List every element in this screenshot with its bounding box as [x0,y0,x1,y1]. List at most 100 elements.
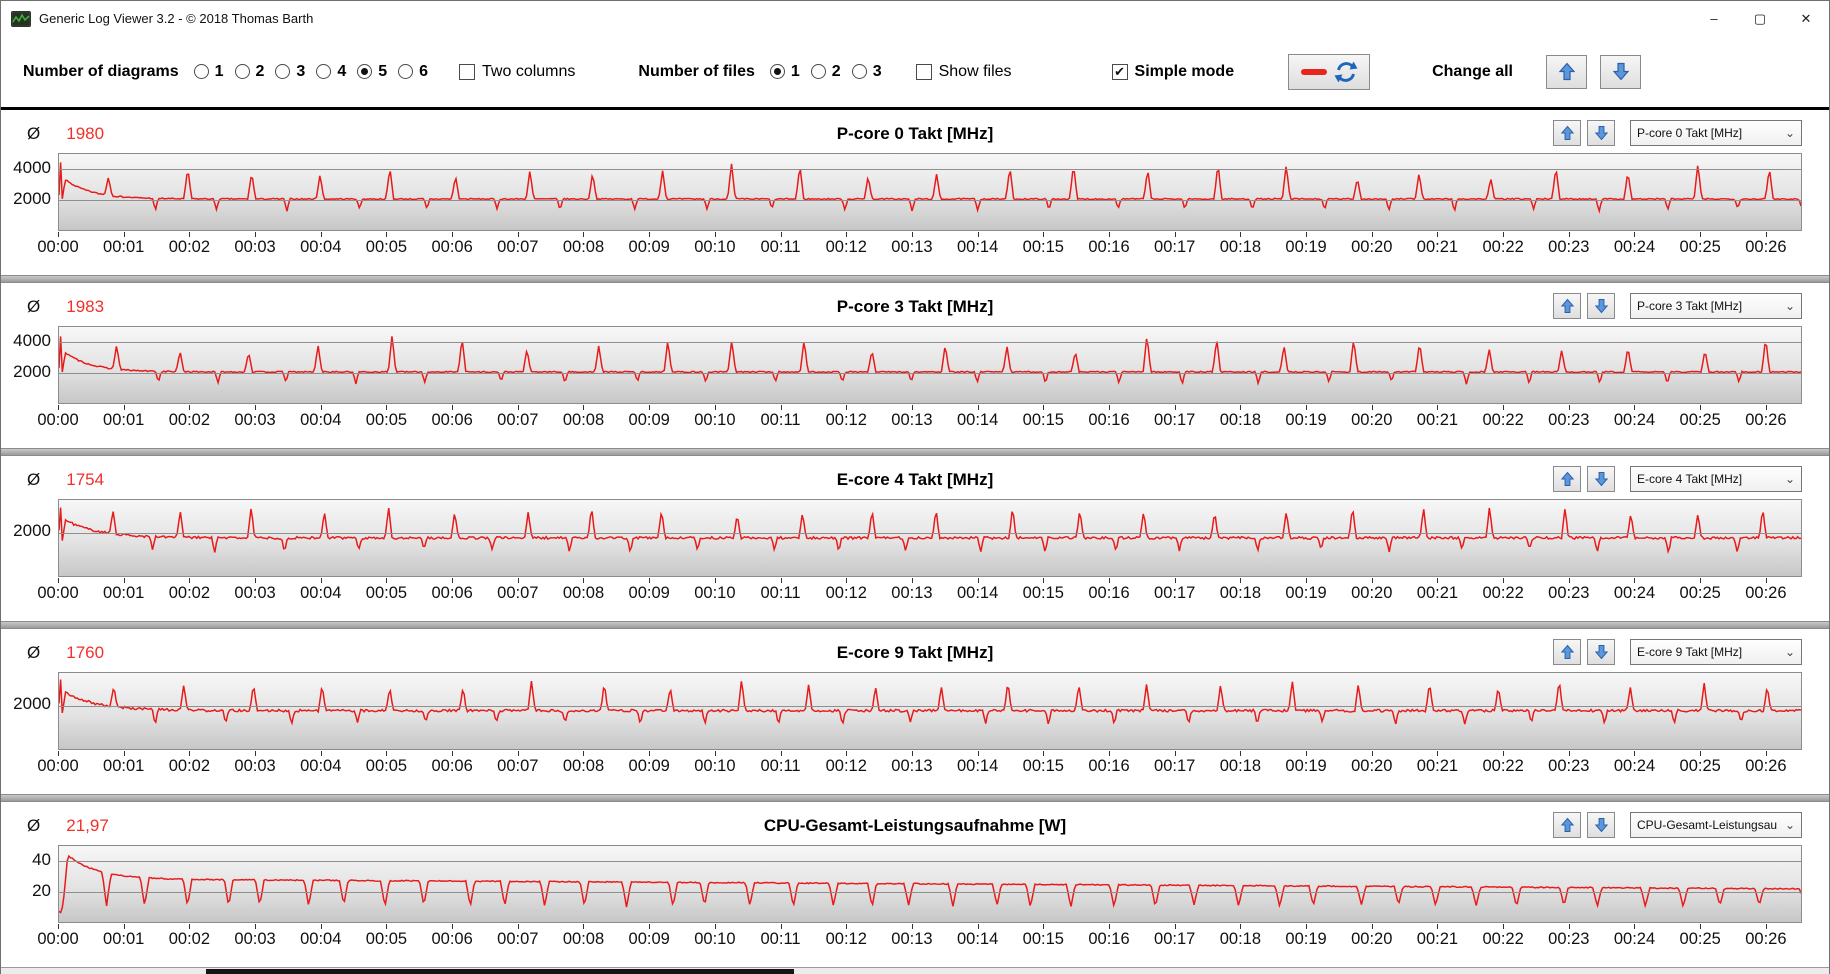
show-files-checkbox[interactable]: Show files [915,63,1012,81]
x-axis-label: 00:13 [891,584,933,602]
x-axis-label: 00:13 [891,238,933,256]
x-axis-label: 00:26 [1745,584,1787,602]
radio-icon [398,64,414,79]
panel-move-up-button[interactable] [1553,293,1581,319]
x-tick [386,232,388,237]
panel-move-up-button[interactable] [1553,466,1581,492]
x-axis-label: 00:08 [562,411,605,429]
x-tick [1174,924,1176,929]
diagram-panel-4: Ø 1760 E-core 9 Takt [MHz] E-core 9 Takt [M… [1,629,1829,794]
x-tick [58,405,59,410]
radio-diagrams-1[interactable]: 1 [193,63,224,81]
x-tick [911,924,913,929]
panel-move-up-button[interactable] [1553,639,1581,665]
panel-move-down-button[interactable] [1587,120,1615,146]
y-axis-label: 2000 [13,694,51,714]
metric-dropdown[interactable]: CPU-Gesamt-Leistungsau ⌄ [1630,812,1802,838]
x-tick [1765,232,1767,237]
metric-dropdown[interactable]: P-core 0 Takt [MHz] ⌄ [1630,120,1802,146]
average-value: 1760 [66,643,105,662]
x-axis-label: 00:10 [694,584,736,602]
dropdown-value: P-core 0 Takt [MHz] [1637,126,1743,140]
x-axis-label: 00:20 [1351,584,1393,602]
x-tick [846,751,848,756]
x-axis-label: 00:11 [760,584,801,602]
x-axis-label: 00:17 [1154,757,1196,775]
x-tick [1306,578,1308,583]
panel-move-down-button[interactable] [1587,466,1615,492]
x-tick [1503,578,1505,583]
x-tick [846,924,848,929]
gridline [59,342,1801,344]
x-axis-label: 00:09 [628,238,670,256]
x-axis-label: 00:14 [956,411,999,429]
radio-diagrams-4[interactable]: 4 [316,63,346,81]
radio-diagrams-2[interactable]: 2 [234,63,264,81]
y-axis-label: 4000 [13,157,51,177]
metric-dropdown[interactable]: P-core 3 Takt [MHz] ⌄ [1630,293,1802,319]
x-axis-label: 00:23 [1548,411,1590,429]
x-axis-label: 00:21 [1416,238,1459,256]
y-axis-label: 40 [32,849,51,869]
x-tick [452,751,454,756]
x-axis-label: 00:06 [431,930,473,948]
change-all-up-button[interactable] [1546,54,1587,89]
change-all-down-button[interactable] [1600,54,1641,89]
radio-label: 4 [337,62,347,80]
x-axis-label: 00:08 [562,757,605,775]
x-axis-label: 00:10 [694,238,736,256]
radio-diagrams-5[interactable]: 5 [357,63,387,81]
x-axis-label: 00:21 [1416,411,1459,429]
panel-move-down-button[interactable] [1587,639,1615,665]
maximize-button[interactable]: ▢ [1753,10,1767,26]
x-axis-label: 00:23 [1548,238,1590,256]
x-tick [583,924,585,929]
close-button[interactable]: ✕ [1800,10,1812,26]
radio-files-3[interactable]: 3 [851,63,882,81]
x-axis-label: 00:11 [760,930,801,948]
x-tick [386,751,388,756]
simple-mode-checkbox[interactable]: ✔ Simple mode [1111,63,1234,81]
x-axis-label: 00:08 [562,238,605,256]
radio-files-2[interactable]: 2 [810,63,841,81]
minimize-button[interactable]: – [1710,11,1718,26]
x-axis-label: 00:03 [234,584,276,602]
x-tick [386,405,388,410]
x-tick [123,751,125,756]
radio-files-1[interactable]: 1 [769,63,800,81]
x-axis-label: 00:21 [1416,757,1459,775]
x-tick [1437,405,1439,410]
x-tick [452,578,454,583]
metric-dropdown[interactable]: E-core 9 Takt [MHz] ⌄ [1630,639,1802,665]
average-symbol: Ø [27,816,41,835]
panel-move-down-button[interactable] [1587,812,1615,838]
average-value: 1980 [66,124,105,143]
x-axis-label: 00:04 [300,584,342,602]
x-tick [320,405,322,410]
radio-icon [357,64,373,79]
x-tick [1371,924,1373,929]
two-columns-checkbox[interactable]: Two columns [459,63,575,81]
average-symbol: Ø [27,470,41,489]
x-tick [583,232,585,237]
down-arrow-icon [1594,818,1608,833]
radio-diagrams-6[interactable]: 6 [398,63,428,81]
panel-move-up-button[interactable] [1553,120,1581,146]
files-label: Number of files [638,62,755,80]
average-readout: Ø 1980 [27,124,104,144]
average-value: 1983 [66,297,105,316]
x-tick [1765,924,1767,929]
remove-refresh-button[interactable] [1288,53,1371,90]
panel-move-down-button[interactable] [1587,293,1615,319]
metric-dropdown[interactable]: E-core 4 Takt [MHz] ⌄ [1630,466,1802,492]
x-axis-label: 00:02 [168,584,211,602]
x-axis-label: 00:07 [497,238,539,256]
radio-diagrams-3[interactable]: 3 [275,63,305,81]
panel-move-up-button[interactable] [1553,812,1581,838]
x-axis-label: 00:03 [234,930,276,948]
radio-icon [234,64,250,79]
plot-area [58,499,1802,577]
x-tick [1634,578,1636,583]
x-tick [320,924,322,929]
x-axis-label: 00:04 [300,411,342,429]
